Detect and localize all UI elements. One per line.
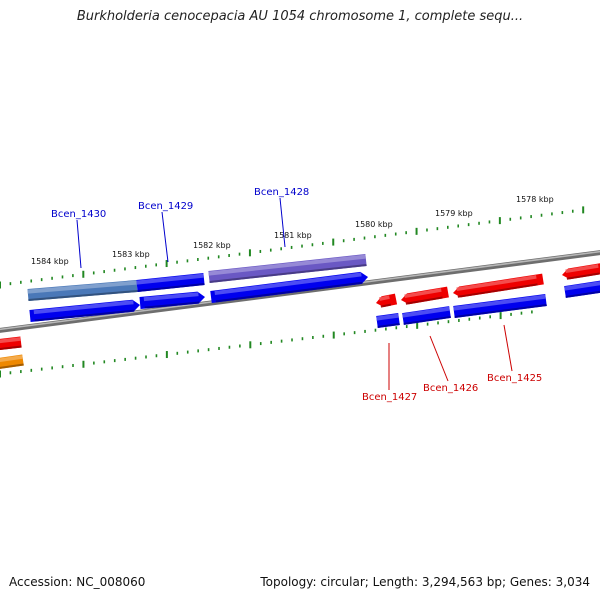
gene-bcen-1425-feature-shine xyxy=(456,275,537,292)
gene-label-bcen-1428[interactable]: Bcen_1428 xyxy=(254,187,309,198)
cds-1425[interactable] xyxy=(453,294,547,318)
cds-1427-shine xyxy=(376,313,399,321)
cds-1430[interactable] xyxy=(29,299,140,322)
tick-label: 1582 kbp xyxy=(193,241,231,250)
cds-1429[interactable] xyxy=(139,291,205,309)
gene-bcen-1427-feature[interactable] xyxy=(376,293,398,308)
partial-orange-feature[interactable] xyxy=(0,354,24,370)
outer-tick-ring xyxy=(0,206,585,289)
cds-1425-shine xyxy=(453,294,546,311)
gene-bcen-1428-feature-edge xyxy=(209,263,367,283)
cds-1427-edge xyxy=(377,322,400,328)
cds-1426-edge xyxy=(403,315,451,325)
tick-label: 1578 kbp xyxy=(516,195,554,204)
tick-label: 1584 kbp xyxy=(31,257,69,266)
cds-1429-shine xyxy=(143,292,199,302)
gene-bcen-1425-feature[interactable] xyxy=(453,273,544,298)
gene-bcen-1429-feature[interactable] xyxy=(136,273,205,292)
gene-labels[interactable]: Bcen_1430 Bcen_1429 Bcen_1428 Bcen_1427 Bcen… xyxy=(51,187,542,403)
gene-bcen-1430-feature-shine xyxy=(27,280,137,294)
accession-label: Accession: NC_008060 xyxy=(9,575,146,589)
cds-1428-shine xyxy=(214,272,362,296)
gene-label-bcen-1425[interactable]: Bcen_1425 xyxy=(487,373,542,384)
gene-bcen-1429-feature-shine xyxy=(136,273,204,285)
gene-next-reverse-feature-shine xyxy=(565,264,599,274)
gene-bcen-1428-feature-shine xyxy=(208,254,366,276)
gene-label-bcen-1427[interactable]: Bcen_1427 xyxy=(362,392,417,403)
partial-red-feature-shine xyxy=(0,337,21,344)
cds-1430-edge xyxy=(34,309,135,322)
gene-bcen-1427-feature-edge xyxy=(380,303,392,308)
gene-bcen-1426-feature[interactable] xyxy=(401,286,449,305)
gene-bcen-1430-feature-edge xyxy=(28,289,138,301)
cds-next[interactable] xyxy=(564,280,600,298)
partial-orange-feature-shine xyxy=(0,355,23,362)
gene-next-reverse-feature[interactable] xyxy=(562,263,600,280)
topology-summary: Topology: circular; Length: 3,294,563 bp… xyxy=(260,575,590,589)
backbone-line xyxy=(0,250,600,333)
partial-orange-feature-edge xyxy=(0,363,24,369)
cds-1428-edge xyxy=(215,281,363,303)
gene-bcen-1425-feature-edge xyxy=(457,283,538,298)
cds-1425-edge xyxy=(454,303,547,318)
gene-label-bcen-1426[interactable]: Bcen_1426 xyxy=(423,383,478,394)
gene-label-bcen-1430[interactable]: Bcen_1430 xyxy=(51,209,106,220)
cds-1426-shine xyxy=(402,306,450,318)
gene-leader-line xyxy=(76,219,82,269)
feature-tracks[interactable] xyxy=(0,254,600,369)
partial-red-feature[interactable] xyxy=(0,336,22,351)
gene-bcen-1430-feature[interactable] xyxy=(27,280,138,301)
cds-1428[interactable] xyxy=(210,271,368,303)
gene-bcen-1426-feature-shine xyxy=(404,288,442,298)
tick-labels: 1584 kbp 1583 kbp 1582 kbp 1581 kbp 1580 kbp… xyxy=(31,195,554,266)
cds-next-edge xyxy=(565,290,600,298)
inner-tick-ring xyxy=(0,310,533,378)
tick-label: 1583 kbp xyxy=(112,250,150,259)
cds-1429-edge xyxy=(144,301,200,309)
gene-leader-line xyxy=(279,197,286,248)
gene-leader-line xyxy=(429,335,449,382)
gene-bcen-1428-feature[interactable] xyxy=(208,254,367,283)
gene-label-bcen-1429[interactable]: Bcen_1429 xyxy=(138,201,193,212)
cds-next-shine xyxy=(564,281,600,291)
gene-bcen-1426-feature-edge xyxy=(405,296,443,305)
gene-bcen-1427-feature-shine xyxy=(379,295,390,301)
gene-bcen-1429-feature-edge xyxy=(137,282,205,292)
cds-1427[interactable] xyxy=(376,313,400,328)
tick-label: 1579 kbp xyxy=(435,209,473,218)
gene-next-reverse-feature-edge xyxy=(566,272,600,280)
gene-leader-line xyxy=(503,324,513,372)
cds-1426[interactable] xyxy=(402,306,451,325)
partial-red-feature-edge xyxy=(0,345,22,350)
tick-label: 1581 kbp xyxy=(274,231,312,240)
map-title: Burkholderia cenocepacia AU 1054 chromos… xyxy=(76,9,524,24)
cds-1430-shine xyxy=(33,300,134,315)
gene-leader-line xyxy=(161,211,169,263)
tick-label: 1580 kbp xyxy=(355,220,393,229)
